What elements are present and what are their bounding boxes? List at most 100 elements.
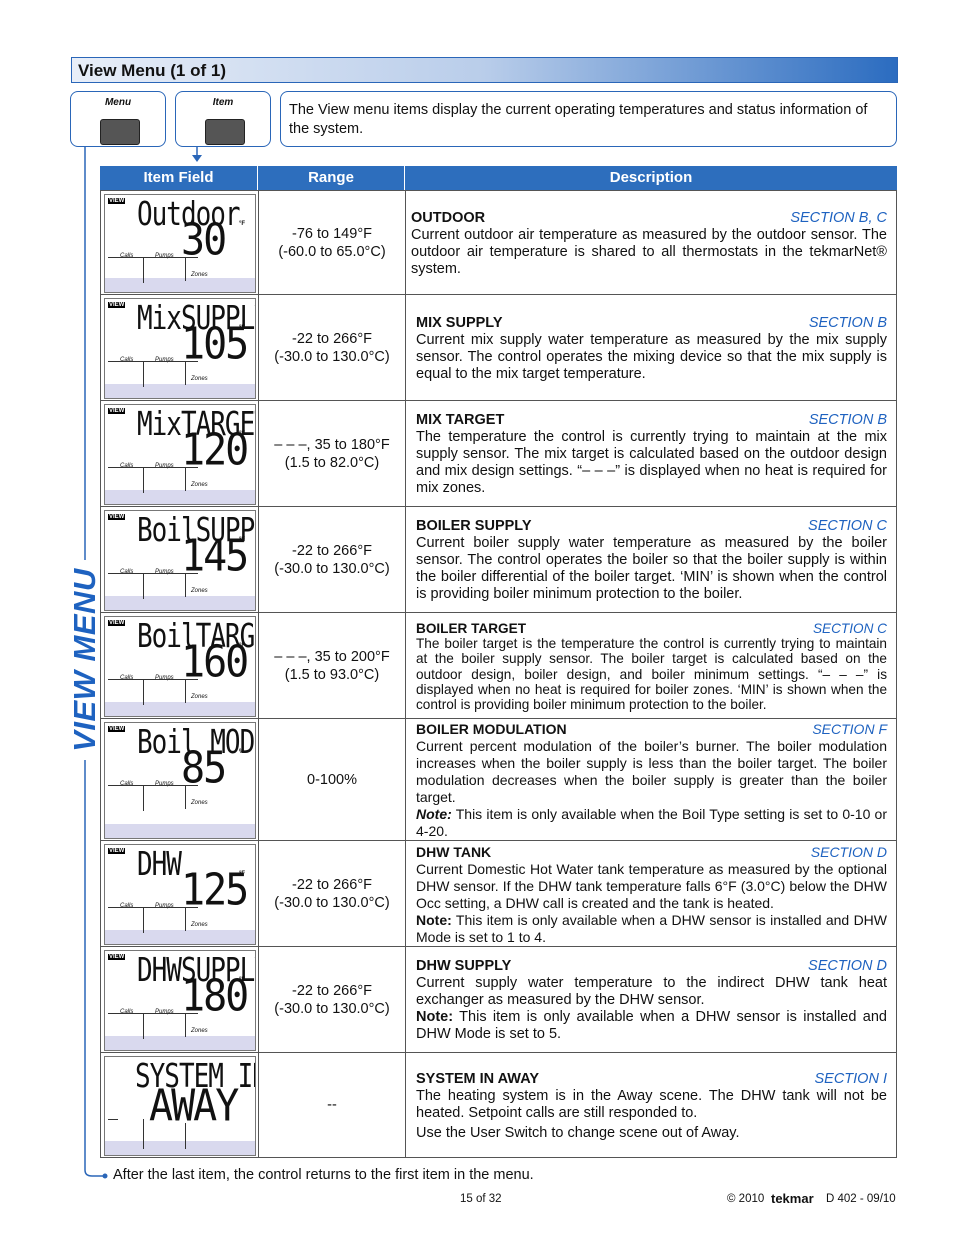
range-text: -22 to 266°F — [292, 330, 372, 347]
description-cell: SECTION D DHW SUPPLY Current supply water … — [405, 946, 897, 1053]
paragraph: Current supply water temperature to the … — [416, 975, 887, 1008]
item-button[interactable]: Item — [175, 91, 271, 147]
lcd-wire — [143, 467, 144, 493]
note-label: Note: — [416, 911, 452, 928]
lcd-view: VIEW — [108, 408, 126, 414]
range-text: -76 to 149°F — [292, 225, 372, 242]
page-number: 15 of 32 — [460, 1193, 502, 1205]
lcd-strip — [105, 930, 255, 944]
lcd-wire — [185, 467, 186, 491]
lcd-wire — [108, 467, 198, 468]
description-cell: SECTION C BOILER TARGET The boiler target … — [405, 612, 897, 719]
lcd-display: VIEW MixSUPPLY 105 °F Calls Pumps Zones — [104, 298, 256, 399]
lcd-wire — [185, 907, 186, 931]
description: SECTION B MIX SUPPLY Current mix supply wa… — [416, 315, 887, 383]
lcd-view: VIEW — [108, 848, 126, 854]
lcd-wire — [185, 257, 186, 281]
range-cell: -- — [258, 1052, 406, 1158]
lcd-wire — [185, 1013, 186, 1037]
range-text: (1.5 to 82.0°C) — [284, 454, 380, 471]
lcd-wire — [185, 361, 186, 385]
lcd-strip — [105, 490, 255, 504]
paragraph: The temperature the control is currently… — [416, 429, 887, 496]
lcd-strip — [105, 1036, 255, 1050]
lcd-line1: DHWSUPPLY — [137, 952, 256, 990]
column-header: Description — [405, 166, 897, 190]
range-cell: -22 to 266°F (-30.0 to 130.0°C) — [258, 946, 406, 1053]
section-ref: SECTION B, C — [790, 209, 887, 226]
description-heading: SECTION C BOILER TARGET — [416, 621, 887, 636]
brand: tekmar — [771, 1191, 814, 1206]
lcd-unit: °F — [239, 643, 246, 649]
button-label: Menu — [104, 97, 132, 108]
description-heading: SECTION D DHW TANK — [416, 844, 887, 861]
lcd-line1: MixSUPPLY — [137, 300, 256, 338]
item-field-cell: VIEW DHWSUPPLY 180 °F Calls Pumps Zones — [100, 946, 259, 1053]
lcd-wire — [143, 361, 144, 387]
description: SECTION C BOILER TARGET The boiler target … — [416, 621, 887, 712]
key — [100, 119, 140, 145]
range-text: -- — [327, 1097, 337, 1113]
item-field-cell: SYSTEM IN AWAY — [100, 1052, 259, 1158]
lcd-pumps: Pumps — [155, 463, 174, 469]
note-label: Note: — [416, 1009, 454, 1025]
lcd-unit: % — [239, 749, 245, 755]
column-header: Range — [258, 166, 405, 190]
description-heading: SECTION B, C OUTDOOR — [411, 210, 887, 227]
lcd-line1: Boil MOD — [137, 724, 255, 762]
paragraph: The boiler target is the temperature the… — [416, 636, 887, 712]
lcd-strip — [105, 278, 255, 292]
item-title: MIX SUPPLY — [416, 314, 503, 331]
lcd-wire — [108, 361, 198, 362]
lcd-zones: Zones — [191, 694, 208, 700]
paragraph: Current outdoor air temperature as measu… — [411, 226, 887, 277]
lcd-calls: Calls — [120, 569, 134, 575]
section-header: View Menu (1 of 1) — [71, 57, 898, 83]
paragraph: Current boiler supply water temperature … — [416, 535, 887, 602]
menu-button[interactable]: Menu — [70, 91, 166, 147]
lcd-view: VIEW — [108, 954, 126, 960]
range-text: (-30.0 to 130.0°C) — [274, 894, 390, 911]
lcd-calls: Calls — [120, 781, 134, 787]
range-cell: – – –, 35 to 200°F (1.5 to 93.0°C) — [258, 612, 406, 719]
copyright: © 2010 — [727, 1193, 765, 1205]
item-title: OUTDOOR — [411, 209, 486, 226]
lcd-zones: Zones — [191, 376, 208, 382]
description-cell: SECTION B, C OUTDOOR Current outdoor air t… — [405, 190, 897, 295]
side-label: VIEW MENU — [67, 568, 102, 752]
description: SECTION F BOILER MODULATION Current percen… — [416, 721, 887, 840]
description-cell: SECTION C BOILER SUPPLY Current boiler sup… — [405, 506, 897, 613]
lcd-zones: Zones — [191, 800, 208, 806]
section-ref: SECTION F — [812, 721, 887, 737]
range-text: (-30.0 to 130.0°C) — [274, 560, 390, 577]
lcd-line1: Outdoor — [137, 196, 241, 234]
note: Note: This item is only available when a… — [416, 1009, 887, 1043]
lcd-strip — [105, 1141, 255, 1155]
description-heading: SECTION F BOILER MODULATION — [416, 721, 887, 738]
lcd-wire — [108, 679, 198, 680]
lcd-unit: °F — [239, 871, 246, 877]
lcd-calls: Calls — [120, 463, 134, 469]
lcd-wire — [143, 1013, 144, 1039]
lcd-line1: SYSTEM IN — [135, 1058, 256, 1096]
lcd-line2: 30 — [181, 215, 227, 266]
paragraph: Current mix supply water temperature as … — [416, 331, 887, 382]
item-field-cell: VIEW Outdoor 30 °F Calls Pumps Zones — [100, 190, 259, 295]
section-ref: SECTION B — [808, 314, 887, 331]
range-cell: -22 to 266°F (-30.0 to 130.0°C) — [258, 840, 406, 947]
range-text: -22 to 266°F — [292, 876, 372, 893]
lcd-line2: 160 — [181, 637, 249, 688]
lcd-calls: Calls — [120, 675, 134, 681]
description: SECTION B MIX TARGET The temperature the c… — [416, 412, 887, 497]
range-text: (-30.0 to 130.0°C) — [274, 348, 390, 365]
lcd-calls: Calls — [120, 357, 134, 363]
lcd-unit: °F — [239, 325, 246, 331]
lcd-display: VIEW BoilTARGET160°F Calls Pumps Zones — [104, 616, 256, 717]
lcd-wire — [185, 1123, 186, 1149]
item-field-cell: VIEW MixTARGET 120 °F Calls Pumps Zones — [100, 400, 259, 507]
lcd-line2: 180 — [181, 971, 249, 1022]
lcd-zones: Zones — [191, 482, 208, 488]
lcd-wire — [108, 573, 198, 574]
